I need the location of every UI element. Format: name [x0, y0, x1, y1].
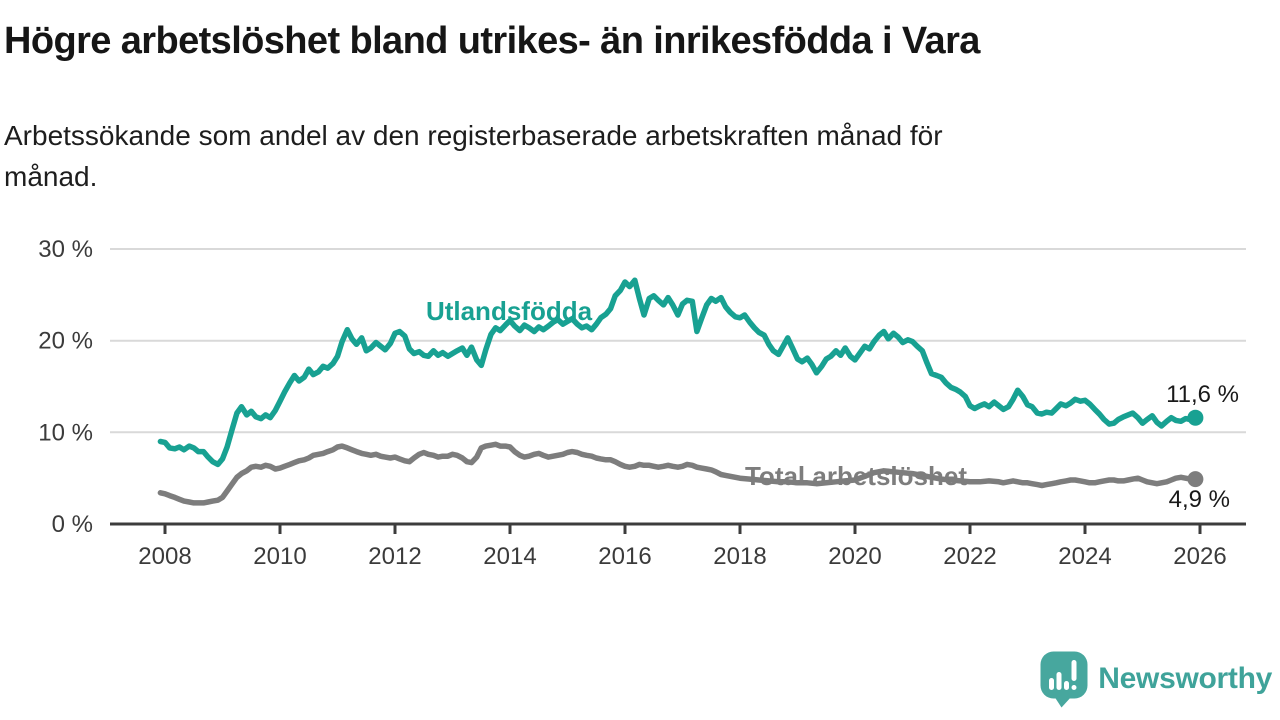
x-tick-label-2014: 2014 [483, 543, 536, 570]
x-tick-label-2018: 2018 [713, 543, 766, 570]
subtitle-line-2: månad. [4, 160, 98, 192]
x-tick-label-2026: 2026 [1173, 543, 1226, 570]
y-tick-label-30-percent: 30 % [38, 236, 93, 263]
x-tick-label-2020: 2020 [828, 543, 881, 570]
chart-subtitle: Arbetssökande som andel av den registerb… [4, 116, 1204, 197]
series-end-dot-total-arbetsloshet [1187, 471, 1204, 488]
page-title: Högre arbetslöshet bland utrikes- än inr… [4, 20, 980, 62]
x-tick-label-2010: 2010 [253, 543, 306, 570]
end-value-total: 4,9 % [1168, 486, 1230, 513]
newsworthy-speech-bubble-icon [1040, 651, 1088, 708]
end-value-utlandsfodda: 11,6 % [1166, 381, 1239, 408]
y-tick-label-10-percent: 10 % [38, 419, 93, 446]
series-label-total-arbetsloshet: Total arbetslöshet [744, 461, 967, 491]
line-chart: 2008 2010 2012 2014 2016 2018 2020 2022 2024 2026… [38, 236, 1246, 570]
newsworthy-logo: Newsworthy [1039, 650, 1272, 708]
x-tick-label-2008: 2008 [138, 543, 191, 570]
subtitle-line-1: Arbetssökande som andel av den registerb… [4, 120, 943, 151]
series-end-dot-utlandsfodda [1187, 409, 1204, 426]
series-line-utlandsfodda [157, 277, 1199, 468]
series-label-utlandsfodda: Utlandsfödda [425, 296, 593, 326]
x-tick-label-2016: 2016 [598, 543, 651, 570]
x-tick-label-2022: 2022 [943, 543, 996, 570]
newsworthy-logo-text: Newsworthy [1098, 662, 1272, 695]
y-tick-label-20-percent: 20 % [38, 328, 93, 355]
x-tick-label-2024: 2024 [1058, 543, 1111, 570]
y-tick-label-0-percent: 0 % [52, 511, 93, 538]
series-line-total-arbetsloshet [157, 441, 1199, 506]
x-tick-label-2012: 2012 [368, 543, 421, 570]
